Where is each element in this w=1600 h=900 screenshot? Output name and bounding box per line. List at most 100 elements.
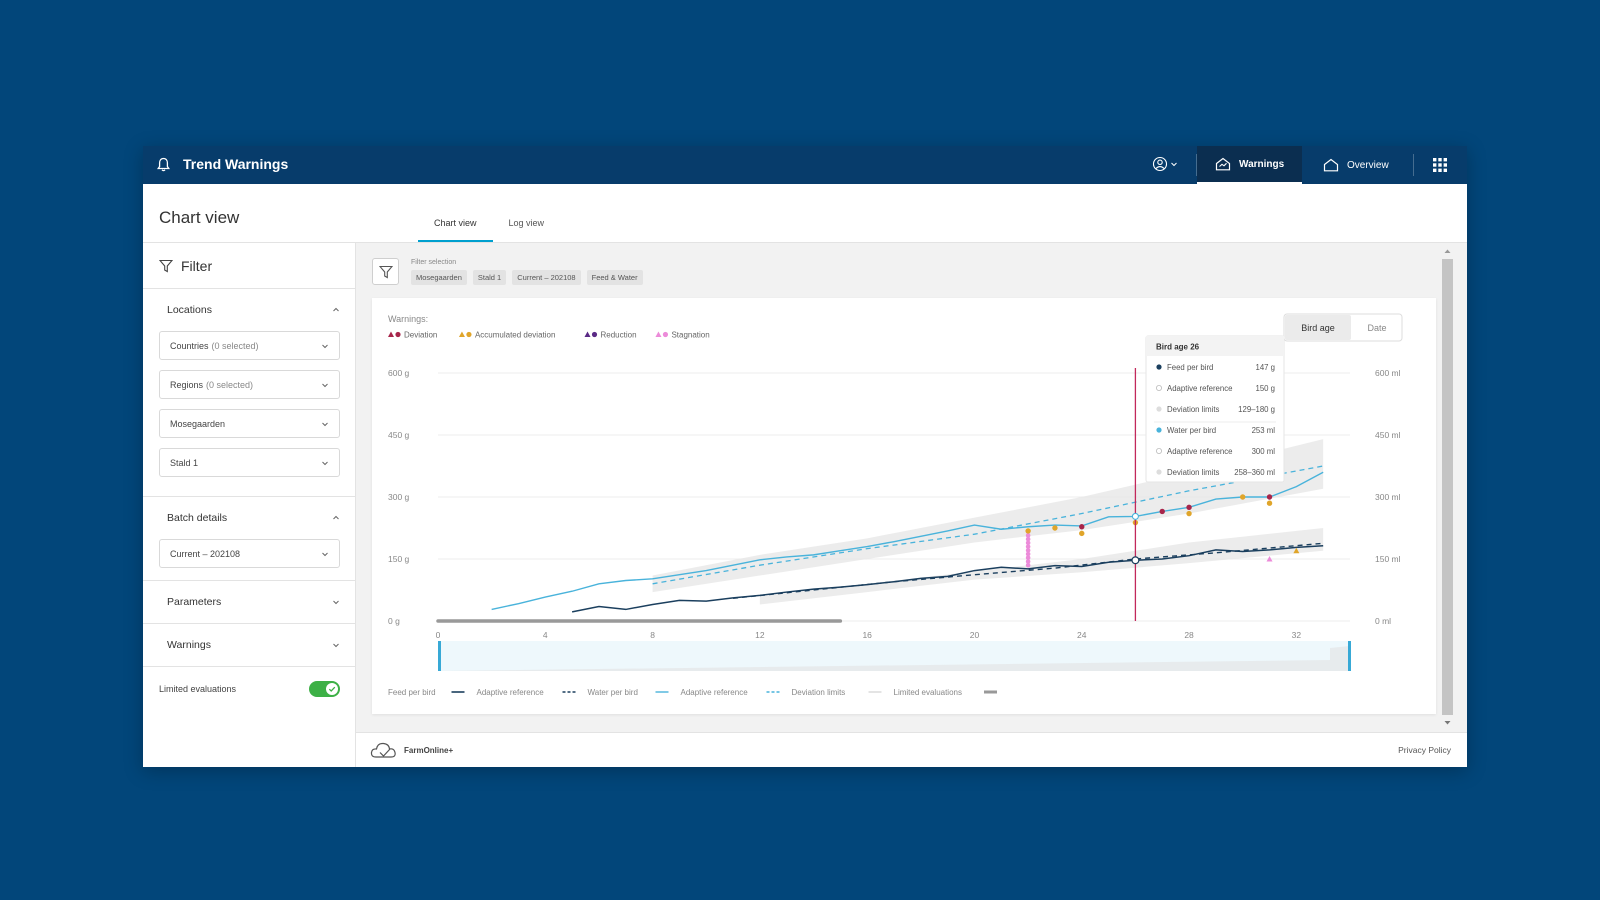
stagnation-marker [1025,551,1031,557]
privacy-policy-link[interactable]: Privacy Policy [1398,745,1451,755]
parameters-header[interactable]: Parameters [143,581,355,623]
warnings-header[interactable]: Warnings [143,624,355,666]
countries-dropdown[interactable]: Countries (0 selected) [159,331,340,360]
overview-house-icon [1323,158,1339,172]
filter-chips: Mosegaarden Stald 1 Current – 202108 Fee… [411,270,643,285]
stagnation-marker [1025,533,1031,538]
brand-logo: FarmOnline+ [370,740,453,760]
filter-sidebar: Filter Locations Countries (0 selected) R… [143,243,356,767]
locations-header[interactable]: Locations [143,289,355,331]
scroll-thumb[interactable] [1442,259,1453,715]
limited-evaluations-row: Limited evaluations [143,667,355,711]
warning-legend-item: Deviation [404,331,437,340]
warning-marker-triangle [1293,547,1300,554]
scroll-up-icon[interactable] [1442,247,1453,255]
stagnation-marker [1025,559,1031,564]
stagnation-marker [1025,536,1031,542]
tab-overview[interactable]: Overview [1305,146,1407,184]
chevron-down-icon [1171,162,1177,167]
limited-evaluations-toggle[interactable] [309,681,340,697]
warning-marker [1079,530,1085,537]
x-axis-tick: 16 [862,630,872,640]
batch-details-title: Batch details [167,512,228,524]
chevron-down-icon [322,344,328,348]
bottom-legend-label: Adaptive reference [477,688,545,697]
house-dropdown[interactable]: Stald 1 [159,448,340,477]
y-axis-right-tick: 600 ml [1375,368,1401,378]
filter-chip[interactable]: Current – 202108 [512,270,581,285]
batch-details-section: Batch details Current – 202108 [143,497,355,581]
tooltip-row-label: Adaptive reference [1167,447,1232,456]
tab-warnings-label: Warnings [1239,158,1285,170]
footer: FarmOnline+ Privacy Policy [356,732,1467,767]
scroll-down-icon[interactable] [1442,719,1453,727]
filter-chip[interactable]: Feed & Water [586,270,643,285]
tooltip-row-value: 300 ml [1252,447,1276,456]
legend-dot-icon [662,331,669,338]
chevron-down-icon [322,422,328,426]
locations-title: Locations [167,304,212,316]
warning-marker [1025,528,1031,534]
tab-overview-label: Overview [1347,159,1389,171]
tooltip-dot-icon [1156,427,1162,433]
chart-lines [436,465,1324,623]
filter-chip[interactable]: Stald 1 [472,270,507,285]
regions-label: Regions [170,379,204,390]
legend-dot-icon [395,331,401,338]
tooltip-dot-icon [1156,385,1163,392]
x-axis-tick: 32 [1292,630,1302,640]
x-axis-tick: 28 [1184,630,1194,640]
regions-dropdown[interactable]: Regions (0 selected) [159,370,340,399]
view-tabs: Chart view Log view [418,208,560,242]
legend-triangle-icon [388,331,394,337]
batch-value: Current – 202108 [170,548,241,559]
app-window: Trend Warnings Warnings Overview Chart v… [143,146,1467,767]
locations-section: Locations Countries (0 selected) Regions(… [143,289,355,497]
stagnation-marker [1025,555,1031,561]
chart-navigator[interactable] [438,641,1351,671]
bottom-legend-label: Adaptive reference [681,688,749,697]
batch-dropdown[interactable]: Current – 202108 [159,539,340,568]
legend-dot-icon [466,331,472,338]
feed-per-bird-line [571,545,1324,613]
feed-adaptive-reference-line [732,542,1324,599]
content-scrollbar[interactable] [1442,247,1453,727]
stagnation-marker [1025,540,1031,546]
y-axis-left-tick: 150 g [388,554,410,564]
check-icon [328,686,336,692]
chart-view-toggle[interactable]: Bird age Date [1283,313,1403,342]
tab-log-view[interactable]: Log view [508,218,545,228]
chevron-down-icon [333,600,339,605]
legend-triangle-icon [584,331,591,337]
user-menu[interactable] [1152,156,1178,172]
warning-marker [1266,500,1273,506]
filter-toggle-button[interactable] [372,258,399,285]
toggle-knob [326,683,338,695]
chevron-down-icon [322,552,328,556]
y-axis-left-tick: 450 g [388,430,410,440]
toggle-date: Date [1367,323,1386,333]
app-title: Trend Warnings [183,156,289,172]
chevron-down-icon [322,383,328,387]
chevron-up-icon [333,307,339,312]
house-value: Stald 1 [170,457,199,468]
farm-dropdown[interactable]: Mosegaarden [159,409,340,438]
countries-count: (0 selected) [211,340,259,351]
limited-evaluations-label: Limited evaluations [159,684,237,694]
batch-details-header[interactable]: Batch details [143,497,355,539]
water-adaptive-reference-line [652,465,1324,585]
cursor-point-water [1131,512,1139,520]
deviation-band-feed [759,528,1324,605]
tab-warnings[interactable]: Warnings [1197,146,1303,184]
x-axis-tick: 8 [650,630,655,640]
app-grid-icon[interactable] [1432,157,1448,178]
tab-chart-view[interactable]: Chart view [418,208,493,242]
farm-value: Mosegaarden [170,418,226,429]
top-bar: Trend Warnings Warnings Overview [143,146,1467,184]
warning-markers [1025,494,1300,568]
warnings-legend: Deviation Accumulated deviation Reduction S… [388,331,710,340]
warnings-title: Warnings [167,639,211,651]
filter-chip[interactable]: Mosegaarden [411,270,467,285]
brand-name: FarmOnline+ [404,745,454,755]
trend-chart[interactable]: Warnings: Deviation Accumulated deviation… [372,298,1436,714]
